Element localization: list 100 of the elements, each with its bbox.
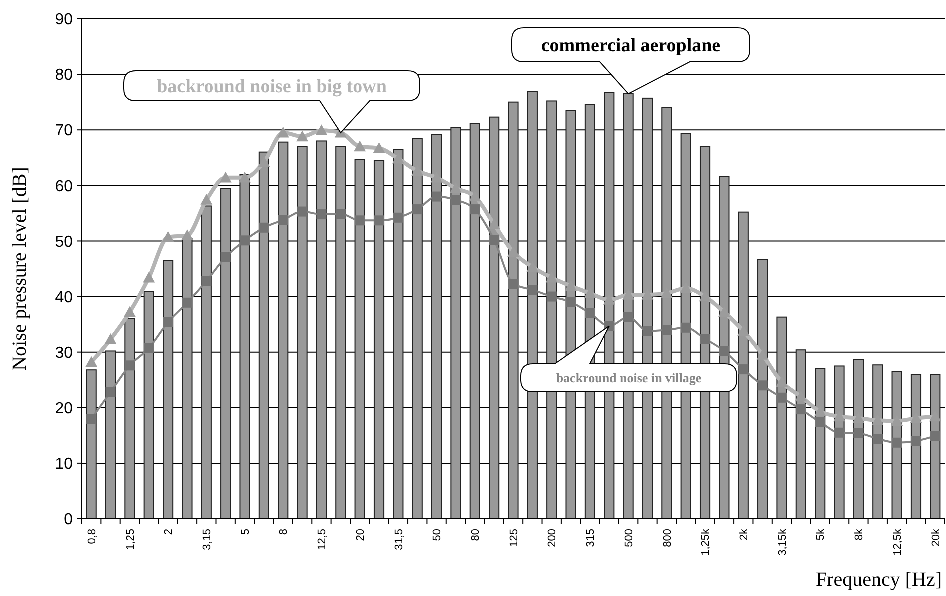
bar bbox=[930, 374, 941, 520]
x-tick-label: 80 bbox=[470, 529, 482, 542]
point bbox=[86, 356, 98, 368]
x-tick-label: 2 bbox=[163, 529, 176, 536]
point bbox=[528, 285, 538, 296]
bar bbox=[412, 138, 423, 520]
bar bbox=[105, 350, 116, 520]
x-tick-label: 12,5 bbox=[316, 529, 329, 550]
point bbox=[104, 334, 117, 344]
point bbox=[738, 364, 749, 375]
bar bbox=[278, 142, 289, 520]
point bbox=[316, 210, 327, 220]
bar bbox=[336, 146, 346, 520]
point bbox=[872, 434, 883, 444]
bar bbox=[431, 134, 442, 520]
y-tick-label: 30 bbox=[55, 344, 74, 362]
point bbox=[316, 124, 328, 136]
bar bbox=[796, 350, 806, 520]
y-tick-label: 50 bbox=[55, 234, 74, 251]
point bbox=[106, 387, 116, 398]
bar bbox=[738, 212, 749, 520]
y-tick-label: 60 bbox=[55, 178, 74, 196]
point bbox=[277, 126, 290, 138]
point bbox=[546, 292, 557, 302]
bar bbox=[508, 102, 519, 520]
bar bbox=[776, 316, 788, 520]
point bbox=[124, 306, 136, 318]
bar bbox=[815, 368, 826, 520]
point bbox=[488, 218, 500, 230]
point bbox=[834, 428, 845, 438]
x-tick-label: 8 bbox=[278, 529, 290, 536]
point bbox=[489, 235, 500, 246]
bar bbox=[163, 260, 174, 520]
point bbox=[239, 172, 252, 183]
point bbox=[681, 322, 692, 333]
point bbox=[296, 130, 309, 142]
point bbox=[220, 252, 231, 262]
bar bbox=[700, 146, 711, 520]
point bbox=[930, 431, 940, 442]
y-axis-title: Noise pressure level [dB] bbox=[9, 167, 31, 371]
bar bbox=[489, 116, 500, 520]
bar bbox=[470, 124, 480, 520]
bar bbox=[258, 152, 270, 520]
x-tick-label: 5 bbox=[240, 529, 252, 536]
bar bbox=[758, 259, 768, 520]
bar bbox=[240, 174, 250, 520]
point bbox=[470, 204, 480, 215]
point bbox=[432, 192, 442, 202]
series-label: backround noise in village bbox=[556, 370, 702, 386]
bar bbox=[892, 371, 902, 520]
bar bbox=[872, 364, 884, 520]
x-tick-label: 2k bbox=[738, 528, 750, 541]
y-tick-label: 80 bbox=[55, 67, 74, 84]
point bbox=[719, 346, 730, 356]
bar bbox=[853, 359, 864, 520]
bar bbox=[144, 291, 154, 520]
point bbox=[144, 343, 154, 354]
x-tick-label: 3,15k bbox=[776, 528, 789, 556]
bar bbox=[450, 127, 462, 520]
x-tick-label: 500 bbox=[623, 529, 636, 548]
point bbox=[662, 325, 672, 336]
point bbox=[355, 216, 366, 226]
x-tick-label: 125 bbox=[508, 529, 520, 548]
bar bbox=[834, 366, 845, 520]
point bbox=[393, 212, 404, 223]
x-tick-label: 8k bbox=[854, 528, 866, 541]
bar bbox=[297, 146, 308, 520]
point bbox=[182, 298, 192, 308]
point bbox=[700, 334, 710, 344]
series-label: commercial aeroplane bbox=[541, 36, 721, 57]
x-tick-label: 20 bbox=[354, 529, 367, 542]
bar bbox=[316, 140, 328, 520]
point bbox=[776, 392, 787, 403]
point bbox=[585, 308, 596, 318]
point bbox=[642, 326, 653, 336]
x-tick-label: 20k bbox=[930, 528, 942, 547]
bar bbox=[86, 370, 97, 520]
bar bbox=[354, 159, 366, 520]
point bbox=[163, 317, 174, 328]
point bbox=[815, 417, 826, 428]
x-tick-label: 50 bbox=[432, 529, 444, 542]
point bbox=[202, 276, 212, 286]
x-tick-label: 315 bbox=[585, 529, 598, 548]
point bbox=[200, 194, 213, 205]
point bbox=[162, 231, 174, 242]
point bbox=[124, 360, 135, 371]
y-tick-label: 40 bbox=[55, 289, 74, 306]
y-tick-label: 70 bbox=[55, 122, 74, 140]
x-axis-title: Frequency [Hz] bbox=[816, 569, 942, 591]
point bbox=[566, 297, 576, 308]
point bbox=[336, 209, 346, 219]
bar bbox=[374, 160, 385, 520]
x-tick-label: 3,15 bbox=[202, 529, 214, 550]
text: backround noise in big town bbox=[157, 76, 388, 98]
point bbox=[758, 380, 768, 391]
x-tick-label: 1,25 bbox=[124, 529, 137, 550]
point bbox=[854, 428, 864, 438]
x-tick-label: 200 bbox=[546, 529, 559, 548]
point bbox=[86, 414, 97, 424]
point bbox=[143, 272, 156, 283]
